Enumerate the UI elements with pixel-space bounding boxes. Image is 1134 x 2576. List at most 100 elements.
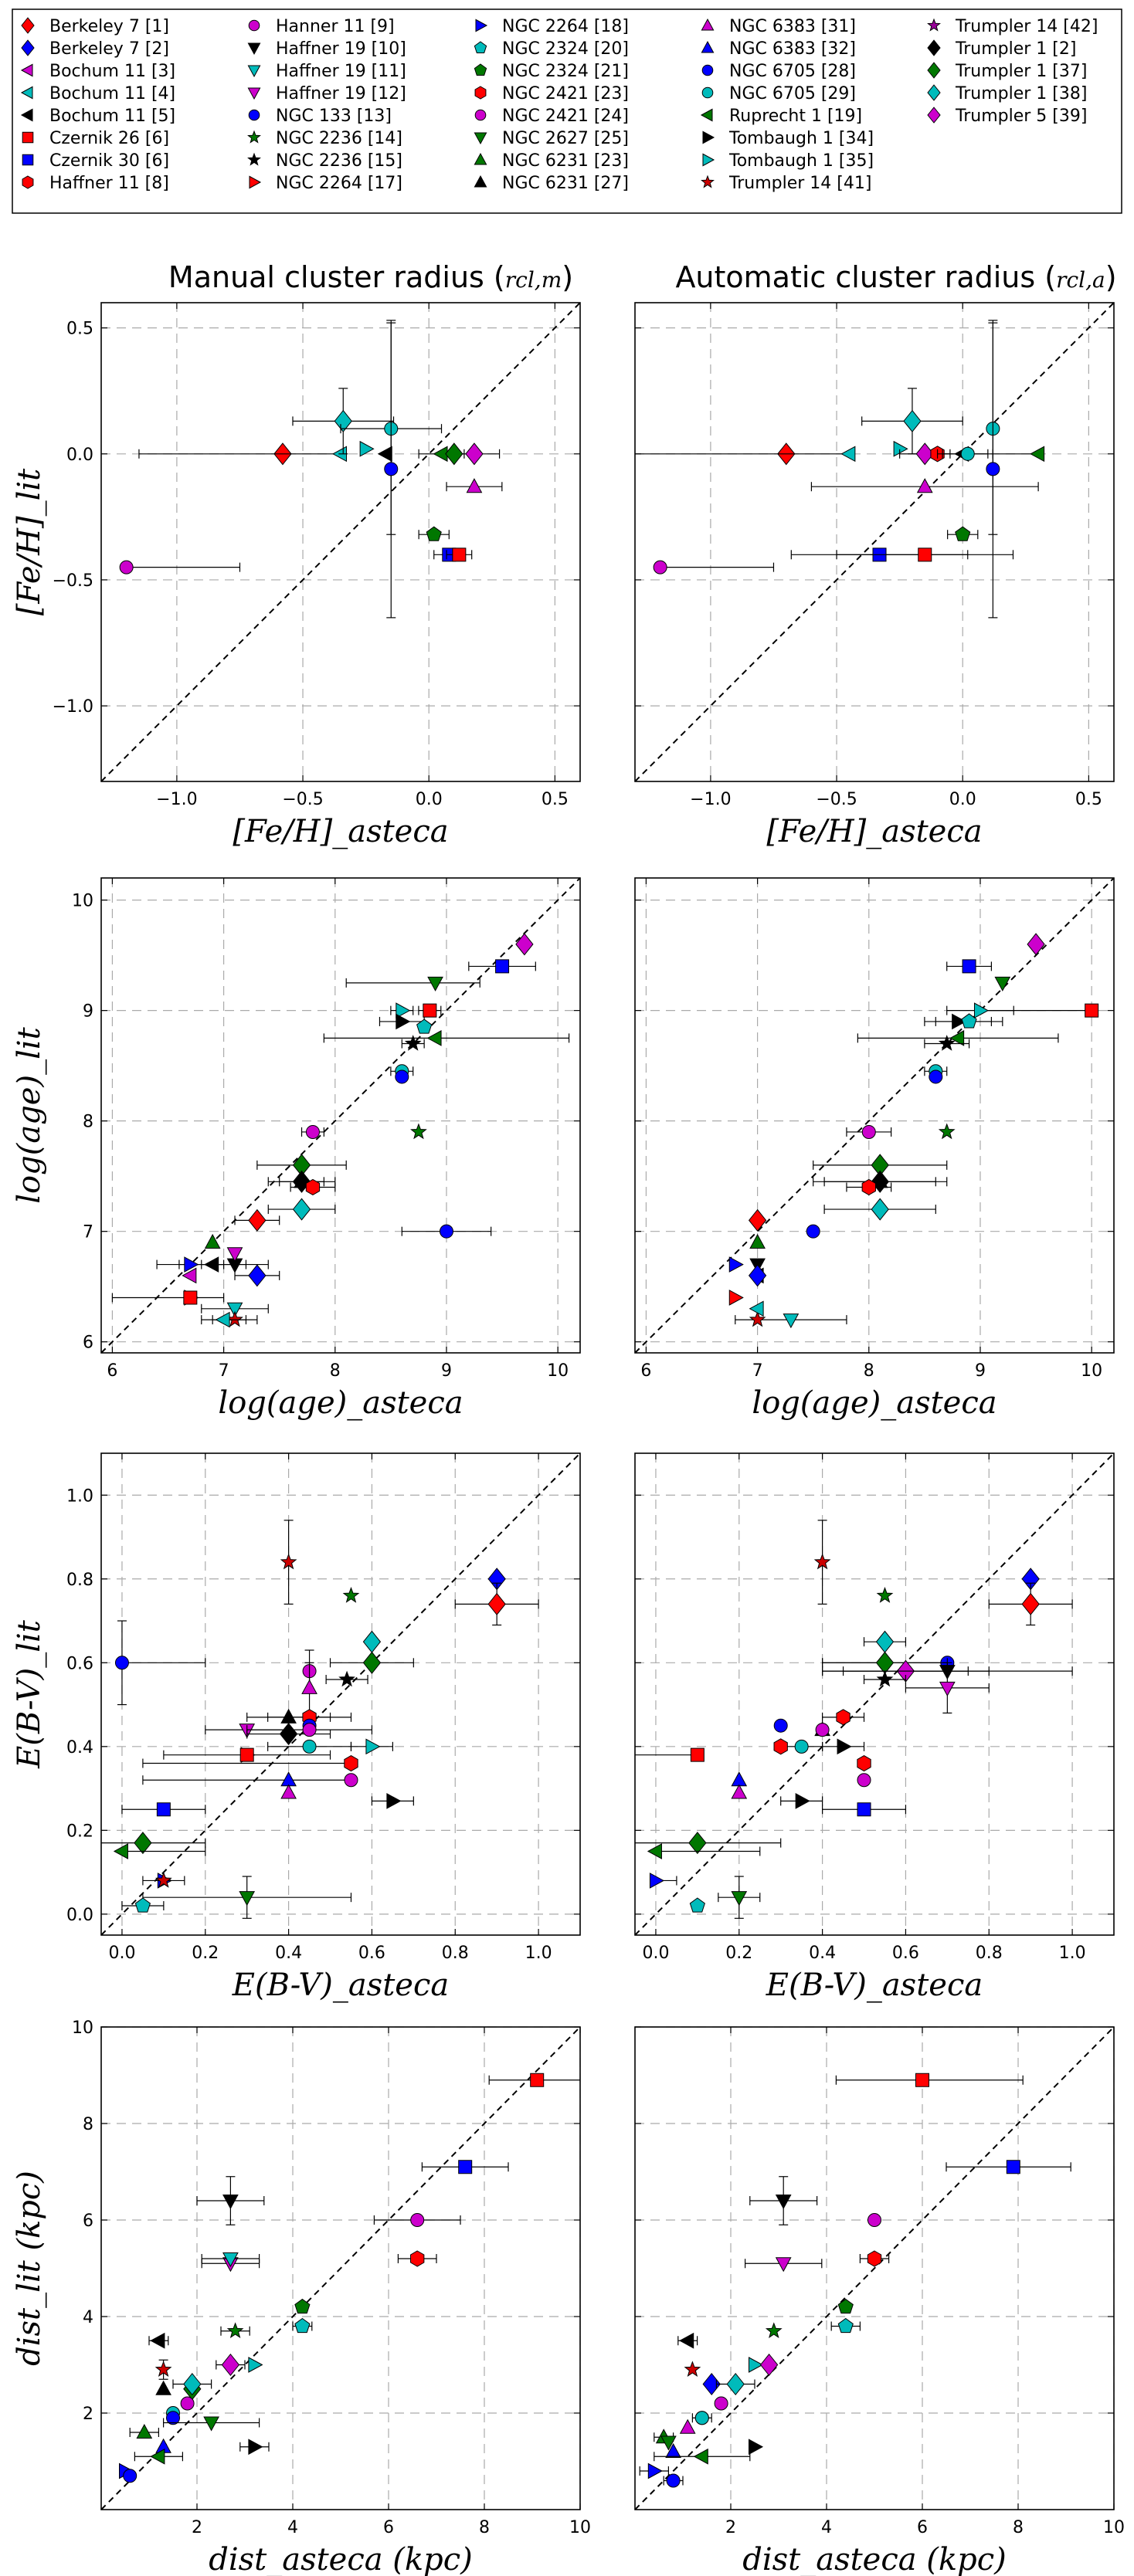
identity-line <box>635 2027 1114 2510</box>
data-point <box>688 1832 707 1855</box>
legend-entry: Bochum 11 [4] <box>20 84 175 103</box>
data-point <box>773 1738 788 1755</box>
x-axis-label: E(B-V)_asteca <box>766 1968 983 2003</box>
data-point <box>759 2353 779 2377</box>
legend-label: Berkeley 7 [1] <box>49 17 169 36</box>
legend-label: NGC 2324 [20] <box>502 39 629 59</box>
data-points <box>119 320 503 619</box>
x-tick-label: 0.0 <box>416 790 443 809</box>
legend-marker <box>248 109 260 121</box>
data-point <box>410 1123 427 1140</box>
legend-entry: NGC 6705 [28] <box>701 62 856 81</box>
identity-line <box>101 878 580 1353</box>
axes-frame <box>100 2026 581 2510</box>
legend-entry: Czernik 30 [6] <box>22 151 169 171</box>
y-tick-label: −0.5 <box>53 571 93 591</box>
legend-entry: NGC 2264 [17] <box>249 174 402 193</box>
legend-entry: Hanner 11 [9] <box>248 17 395 36</box>
legend-entry: Tombaugh 1 [35] <box>702 151 874 171</box>
data-point <box>384 462 399 476</box>
legend-label: NGC 2421 [24] <box>502 107 629 126</box>
legend-label: Czernik 26 [6] <box>49 129 169 148</box>
y-tick-label: 0.6 <box>66 1654 93 1673</box>
y-tick-label: 6 <box>83 1334 93 1353</box>
legend-marker <box>927 62 941 79</box>
data-point <box>404 1035 422 1051</box>
legend-marker <box>474 41 487 53</box>
data-point <box>647 2462 663 2479</box>
data-point <box>1021 1592 1040 1615</box>
legend-label: Bochum 11 [5] <box>49 107 175 126</box>
legend-entry: Trumpler 14 [42] <box>927 17 1098 36</box>
data-point <box>726 2372 745 2396</box>
legend: Berkeley 7 [1] Berkeley 7 [2] Bochum 11 [3… <box>12 8 1122 214</box>
axes-frame <box>100 1452 581 1936</box>
legend-marker <box>22 175 34 189</box>
data-point <box>903 409 922 432</box>
x-axis-label: [Fe/H]_asteca <box>766 814 982 849</box>
data-point <box>775 2195 792 2210</box>
data-point <box>994 976 1011 991</box>
data-point <box>184 1256 199 1273</box>
data-point <box>837 2298 854 2314</box>
x-tick-label: 0.4 <box>809 1944 836 1963</box>
legend-entry: NGC 133 [13] <box>248 107 392 126</box>
x-tick-label: 0.8 <box>976 1944 1003 1963</box>
data-point <box>279 1722 298 1746</box>
y-axis-label: E(B-V)_lit <box>12 1619 47 1769</box>
legend-entry: NGC 2236 [15] <box>247 151 402 171</box>
legend-entry: NGC 6383 [32] <box>701 39 856 59</box>
data-point <box>226 1247 243 1263</box>
data-point <box>183 1290 198 1305</box>
data-point <box>305 1178 321 1196</box>
legend-marker <box>702 153 715 167</box>
data-point <box>960 446 975 461</box>
x-tick-label: 10 <box>569 2518 591 2537</box>
data-point <box>748 1264 767 1287</box>
panel-age-manual: 6 7 8 9 10 6 7 8 9 10 log(age)_asteca log(age)_lit <box>12 877 581 1421</box>
data-points <box>111 933 570 1328</box>
data-point <box>794 1739 809 1754</box>
legend-label: NGC 2236 [14] <box>276 129 402 148</box>
legend-entry: Haffner 19 [10] <box>247 39 406 59</box>
x-axis-label: dist_asteca (kpc) <box>742 2542 1007 2576</box>
x-tick-label: 1.0 <box>1059 1944 1086 1963</box>
legend-label: Tombaugh 1 [34] <box>728 129 874 148</box>
legend-entry: Berkeley 7 [2] <box>21 39 169 59</box>
legend-label: Haffner 19 [11] <box>276 62 406 81</box>
legend-entry: Bochum 11 [3] <box>20 62 175 81</box>
legend-entry: Haffner 19 [11] <box>247 62 406 81</box>
legend-marker <box>247 87 261 100</box>
legend-marker <box>249 175 262 189</box>
title-close: ) <box>562 260 573 294</box>
data-point <box>893 440 908 457</box>
legend-entry: Czernik 26 [6] <box>22 129 169 148</box>
data-point <box>653 560 667 575</box>
data-point <box>749 1300 764 1317</box>
identity-line <box>635 303 1114 781</box>
legend-label: Hanner 11 [9] <box>276 17 395 36</box>
legend-label: Haffner 11 [8] <box>49 174 169 193</box>
axes-frame <box>100 877 581 1354</box>
legend-marker <box>927 107 941 124</box>
data-point <box>154 2361 172 2377</box>
data-point <box>694 2411 709 2425</box>
data-point <box>962 959 976 974</box>
data-point <box>426 526 442 541</box>
data-point <box>334 409 352 432</box>
data-point <box>156 1802 171 1817</box>
legend-entry: NGC 2324 [21] <box>474 62 629 81</box>
data-point <box>649 1873 665 1889</box>
y-tick-label: 1.0 <box>66 1486 93 1506</box>
legend-entry: NGC 6231 [23] <box>474 151 629 171</box>
data-point <box>427 976 443 991</box>
x-tick-label: 0.4 <box>275 1944 302 1963</box>
data-point <box>530 2073 545 2087</box>
x-axis-label: [Fe/H]_asteca <box>233 814 448 849</box>
data-point <box>302 1723 317 1737</box>
data-point <box>1006 2160 1020 2174</box>
data-point <box>301 1679 317 1694</box>
legend-marker <box>701 40 715 53</box>
legend-marker <box>474 175 487 188</box>
data-point <box>836 1709 850 1726</box>
